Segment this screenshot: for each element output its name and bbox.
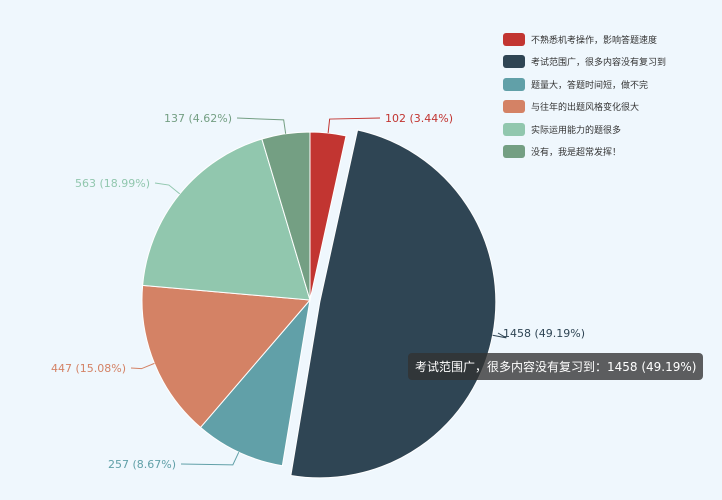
label-leader-line <box>236 117 287 134</box>
pie-slice[interactable] <box>290 129 497 479</box>
data-label: 563 (18.99%) <box>75 177 150 190</box>
legend: 不熟悉机考操作，影响答题速度 考试范围广，很多内容没有复习到 题量大，答题时间短… <box>503 28 666 163</box>
legend-label: 不熟悉机考操作，影响答题速度 <box>531 35 658 46</box>
data-label: 102 (3.44%) <box>385 112 453 125</box>
legend-label: 考试范围广，很多内容没有复习到 <box>531 58 667 69</box>
label-leader-line <box>130 362 155 370</box>
data-label: 137 (4.62%) <box>164 112 232 125</box>
legend-label: 没有，我是超常发挥！ <box>531 148 622 159</box>
data-label: 257 (8.67%) <box>108 458 176 471</box>
label-leader-line <box>180 451 240 466</box>
label-leader-line <box>492 332 507 339</box>
legend-item[interactable]: 没有，我是超常发挥！ <box>503 141 666 164</box>
legend-swatch <box>503 32 525 46</box>
legend-swatch <box>503 77 525 91</box>
legend-label: 题量大，答题时间短，做不完 <box>531 80 649 91</box>
legend-item[interactable]: 不熟悉机考操作，影响答题速度 <box>503 28 666 51</box>
pie-slice[interactable] <box>141 284 312 429</box>
label-leader-line <box>154 182 181 195</box>
pie-slice[interactable] <box>199 298 311 467</box>
tooltip: 考试范围广，很多内容没有复习到：1458 (49.19%) <box>408 353 704 380</box>
legend-item[interactable]: 实际运用能力的题很多 <box>503 118 666 141</box>
legend-swatch <box>503 55 525 69</box>
legend-swatch <box>503 122 525 136</box>
legend-swatch <box>503 100 525 114</box>
legend-label: 实际运用能力的题很多 <box>531 125 622 136</box>
pie-slice[interactable] <box>142 138 311 301</box>
legend-label: 与往年的出题风格变化很大 <box>531 103 640 114</box>
legend-item[interactable]: 题量大，答题时间短，做不完 <box>503 73 666 96</box>
data-label: 1458 (49.19%) <box>503 327 585 340</box>
data-label: 447 (15.08%) <box>51 362 126 375</box>
label-leader-line <box>327 117 381 134</box>
pie-slice[interactable] <box>261 131 311 301</box>
legend-item[interactable]: 考试范围广，很多内容没有复习到 <box>503 51 666 74</box>
legend-item[interactable]: 与往年的出题风格变化很大 <box>503 96 666 119</box>
legend-swatch <box>503 145 525 159</box>
